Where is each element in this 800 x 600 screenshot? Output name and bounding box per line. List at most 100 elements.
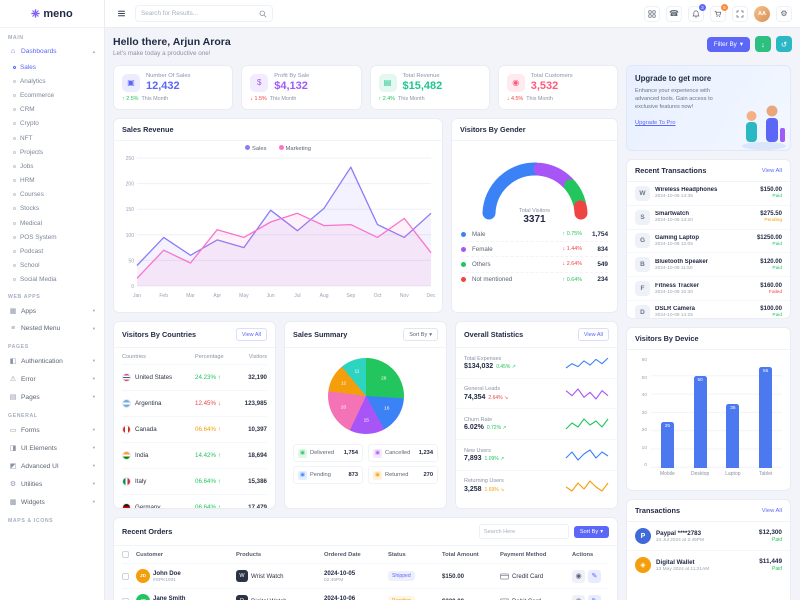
card-title: Visitors By Gender bbox=[460, 125, 526, 134]
edit-button[interactable]: ✎ bbox=[588, 569, 601, 583]
sidebar-subitem-analytics[interactable]: Analytics bbox=[7, 74, 97, 88]
legend-item: Marketing bbox=[278, 145, 311, 152]
sidebar-subitem-stocks[interactable]: Stocks bbox=[7, 202, 97, 216]
countries-view-all-button[interactable]: View All bbox=[235, 328, 267, 341]
bullet-icon bbox=[13, 108, 16, 112]
user-avatar[interactable]: AA bbox=[754, 5, 770, 22]
notifications-button[interactable]: 2 bbox=[688, 3, 706, 22]
sidebar-item-dashboards[interactable]: ⌂ Dashboards ▴ bbox=[10, 48, 95, 55]
bullet-icon bbox=[13, 79, 16, 83]
paypal-icon: P bbox=[635, 528, 651, 544]
order-row[interactable]: JSJane Smith#SPK1002 DDigital Watch 2024… bbox=[122, 588, 609, 600]
transaction-item[interactable]: F Fitness Tracker 2024-10-08 10:30 $160.00 F… bbox=[627, 276, 790, 300]
transaction-item[interactable]: B Bluetooth Speaker 2024-10-08 11:50 $120.0… bbox=[627, 252, 790, 276]
country-row: Canada 06.64% ↑ 10,397 bbox=[122, 416, 267, 442]
transaction-item[interactable]: S Smartwatch 2024-10-06 13:20 $275.50 Pendin… bbox=[627, 204, 790, 229]
gender-legend-row: Others ↓ 2.64% 549 bbox=[461, 256, 608, 271]
legend-marker: ▣ bbox=[373, 470, 382, 480]
svg-text:0: 0 bbox=[131, 284, 134, 290]
stats-view-all-button[interactable]: View All bbox=[577, 328, 609, 341]
download-button[interactable]: ↓ bbox=[755, 36, 771, 52]
sidebar-subitem-projects[interactable]: Projects bbox=[7, 145, 97, 159]
transaction-row[interactable]: ◈ Digital Wallet 13 May 2024 at 11:21AM $11… bbox=[627, 550, 790, 579]
transaction-item[interactable]: W Wireless Headphones 2024-10-06 14:35 $150… bbox=[627, 182, 790, 205]
sidebar-subitem-jobs[interactable]: Jobs bbox=[7, 159, 97, 173]
row-checkbox[interactable] bbox=[122, 572, 129, 580]
svg-text:Feb: Feb bbox=[159, 293, 168, 299]
sidebar-subitem-sales[interactable]: Sales bbox=[7, 60, 97, 74]
device-chart: 60 50 40 30 20 10 0 25 50 35 55 bbox=[627, 350, 790, 468]
sidebar-subitem-podcast[interactable]: Podcast bbox=[7, 244, 97, 258]
sidebar-subitem-pos-system[interactable]: POS System bbox=[7, 230, 97, 244]
sidebar-subitem-school[interactable]: School bbox=[7, 259, 97, 273]
sidebar-item-error[interactable]: ⚠ Error ▾ bbox=[9, 375, 95, 384]
sidebar-item-advanced-ui[interactable]: ◩ Advanced UI ▾ bbox=[9, 462, 95, 471]
row-checkbox[interactable] bbox=[122, 597, 129, 600]
bullet-icon bbox=[13, 221, 16, 225]
chevron-down-icon: ▾ bbox=[92, 445, 95, 450]
svg-text:250: 250 bbox=[126, 156, 135, 162]
summary-legend-item: ▣ Delivered 1,754 bbox=[293, 444, 363, 462]
pie-slice-label: 16 bbox=[384, 406, 390, 412]
sidebar-item-ui-elements[interactable]: ◨ UI Elements ▾ bbox=[9, 444, 95, 453]
orders-search-input[interactable] bbox=[483, 528, 564, 535]
transaction-item[interactable]: G Gaming Laptop 2024-10-08 12:05 $1250.00 Pa… bbox=[627, 228, 790, 253]
settings-button[interactable]: ⚙ bbox=[776, 5, 792, 22]
sidebar-subitem-hrm[interactable]: HRM bbox=[7, 174, 97, 188]
sidebar-item-utilities[interactable]: ⚙ Utilities ▾ bbox=[9, 480, 95, 489]
view-button[interactable]: ◉ bbox=[572, 594, 585, 600]
sidebar-subitem-crm[interactable]: CRM bbox=[7, 103, 97, 117]
chevron-down-icon: ▾ bbox=[600, 528, 603, 535]
sort-by-button[interactable]: Sort By ▾ bbox=[403, 328, 438, 341]
transactions-card-view-all-link[interactable]: View All bbox=[761, 507, 782, 514]
upgrade-card: Upgrade to get more Enhance your experie… bbox=[626, 65, 791, 151]
phone-button[interactable]: ☎ bbox=[666, 5, 682, 22]
sparkline-chart bbox=[565, 387, 609, 400]
sidebar-subitem-ecommerce[interactable]: Ecommerce bbox=[7, 88, 97, 102]
search-input[interactable] bbox=[141, 10, 255, 17]
overall-stats-list: Total Expenses $134,032 0.45% ↗ General Lea… bbox=[456, 348, 617, 500]
cart-button[interactable]: 5 bbox=[710, 3, 728, 22]
bullet-icon bbox=[13, 207, 16, 211]
sidebar-item-authentication[interactable]: ◧ Authentication ▾ bbox=[9, 357, 95, 366]
refresh-button[interactable]: ↺ bbox=[776, 36, 792, 52]
bar-mobile: 25 bbox=[657, 358, 677, 468]
orders-table: Customer Products Ordered Date Status Total … bbox=[114, 546, 617, 600]
sidebar-item-widgets[interactable]: ▩ Widgets ▾ bbox=[9, 498, 95, 507]
order-row[interactable]: JD John Doe #SPK1001 W Wrist Watch 2024-10-… bbox=[122, 563, 609, 588]
gender-legend-row: Male ↑ 0.75% 1,754 bbox=[461, 227, 608, 241]
transactions-view-all-link[interactable]: View All bbox=[761, 167, 782, 174]
sidebar-item-apps[interactable]: ▦ Apps ▾ bbox=[9, 307, 95, 316]
upgrade-title: Upgrade to get more bbox=[635, 74, 712, 83]
select-all-checkbox[interactable] bbox=[122, 551, 129, 558]
sidebar-subitem-social-media[interactable]: Social Media bbox=[7, 273, 97, 287]
sidebar-item-nested-menu[interactable]: ≡ Nested Menu ▾ bbox=[10, 325, 95, 332]
bullet-icon bbox=[13, 122, 16, 126]
sidebar-subitem-nft[interactable]: NFT bbox=[7, 131, 97, 145]
upgrade-pro-link[interactable]: Upgrade To Pro bbox=[635, 120, 676, 127]
sidebar-item-pages[interactable]: ▤ Pages ▾ bbox=[9, 393, 95, 402]
advanced-ui-icon: ◩ bbox=[9, 463, 17, 470]
transaction-item[interactable]: D DSLR Camera 2024-10-08 14:25 $100.00 Paid bbox=[627, 299, 790, 318]
filter-by-button[interactable]: Filter By ▾ bbox=[706, 36, 750, 52]
total-customers-icon: ◉ bbox=[506, 73, 525, 92]
brand-logo[interactable]: meno bbox=[0, 0, 104, 28]
apps-grid-button[interactable] bbox=[644, 5, 660, 22]
country-row: India 14.42% ↑ 18,694 bbox=[122, 442, 267, 468]
menu-toggle-button[interactable] bbox=[113, 5, 129, 22]
view-button[interactable]: ◉ bbox=[572, 569, 585, 583]
sidebar-subitem-medical[interactable]: Medical bbox=[7, 216, 97, 230]
fullscreen-button[interactable] bbox=[732, 5, 748, 22]
transaction-row[interactable]: P Paypal ****2783 24 Jul 2024 at 2:45PM $12… bbox=[627, 522, 790, 550]
sidebar-item-forms[interactable]: ▭ Forms ▾ bbox=[9, 426, 95, 435]
sidebar-subitem-courses[interactable]: Courses bbox=[7, 188, 97, 202]
gender-legend-row: Female ↓ 1.44% 834 bbox=[461, 241, 608, 256]
bar-desktop: 50 bbox=[690, 358, 710, 468]
edit-button[interactable]: ✎ bbox=[588, 594, 601, 600]
stat-card-total-revenue: ▤ Total Revenue $15,482 ↑ 2.4% This Month bbox=[369, 65, 490, 110]
recent-transactions-list: W Wireless Headphones 2024-10-06 14:35 $150… bbox=[627, 182, 790, 318]
sidebar-subitem-crypto[interactable]: Crypto bbox=[7, 117, 97, 131]
orders-sort-button[interactable]: Sort By ▾ bbox=[573, 525, 609, 538]
greeting-actions: Filter By ▾ ↓ ↺ bbox=[706, 36, 792, 52]
